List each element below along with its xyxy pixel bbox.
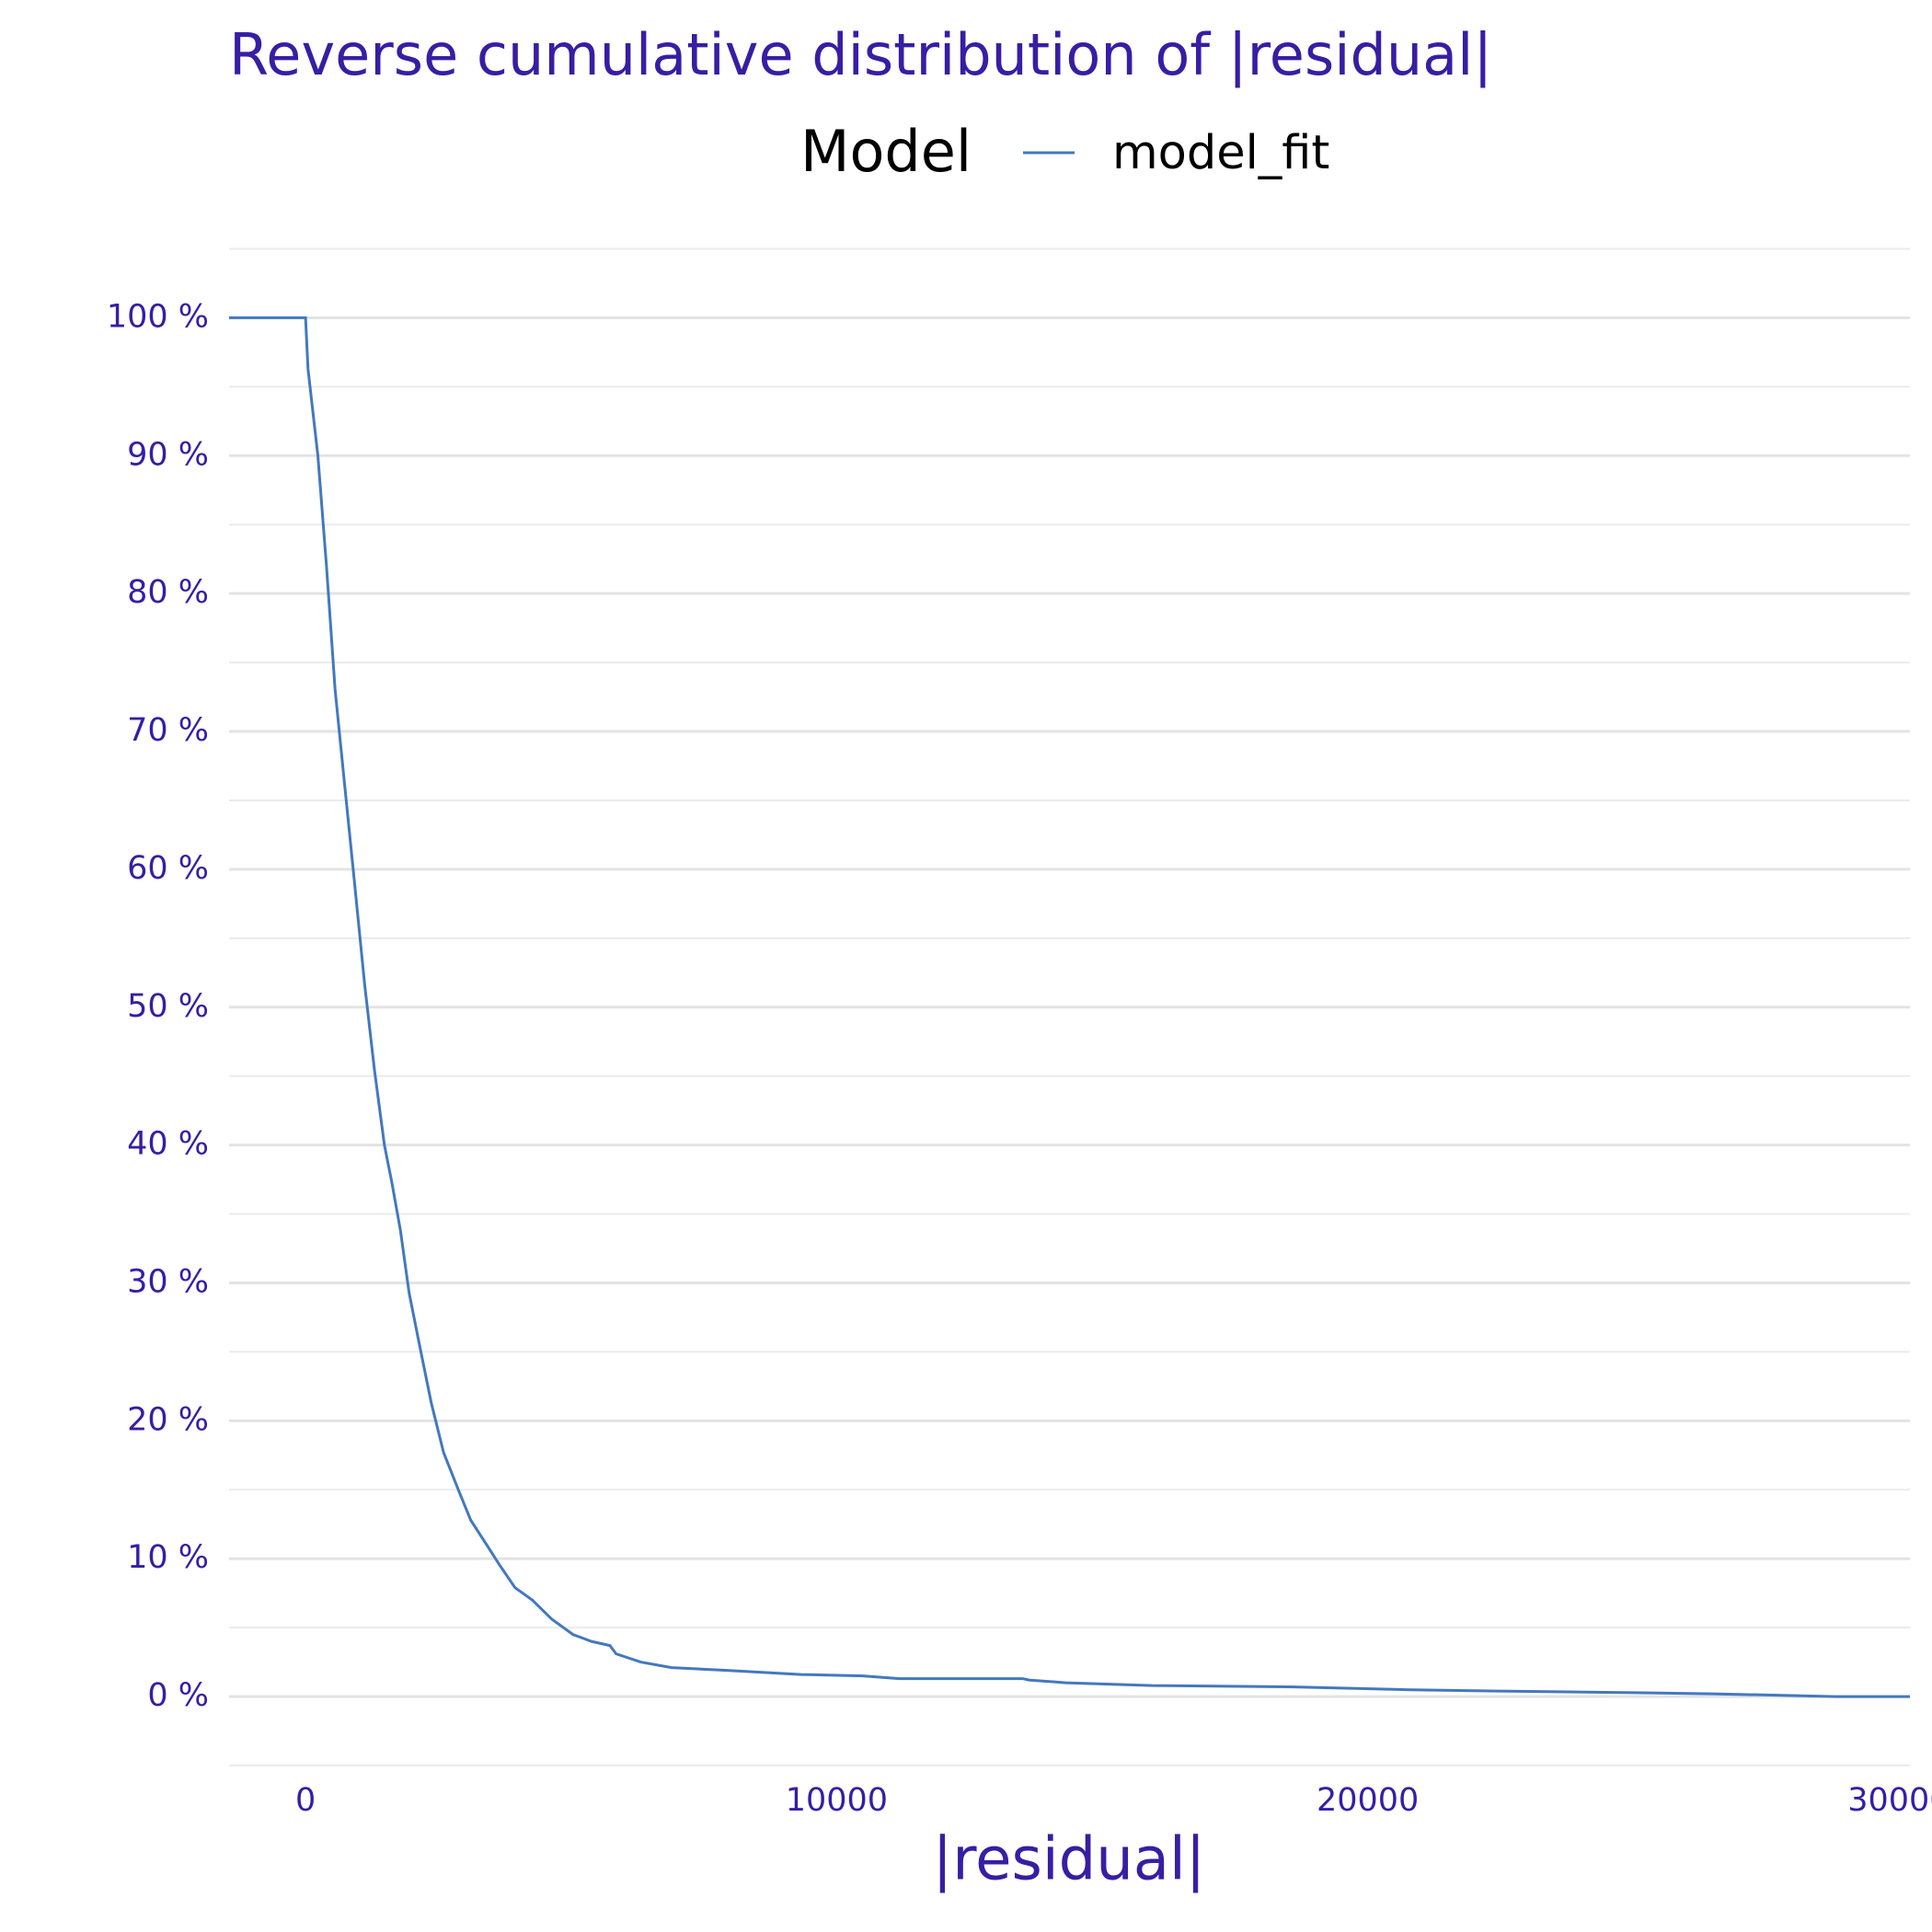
y-tick-label: 90 % <box>127 436 209 473</box>
y-tick-label: 40 % <box>127 1126 209 1163</box>
y-tick-label: 50 % <box>127 988 209 1025</box>
y-tick-label: 20 % <box>127 1401 209 1438</box>
legend-label: model_fit <box>1112 126 1329 180</box>
x-tick-label: 10000 <box>786 1782 888 1819</box>
x-axis-title: |residual| <box>933 1826 1206 1894</box>
x-tick-label: 0 <box>295 1782 316 1819</box>
y-tick-label: 80 % <box>127 574 209 611</box>
y-tick-label: 60 % <box>127 850 209 887</box>
y-tick-label: 0 % <box>147 1677 209 1714</box>
line <box>229 316 1910 1698</box>
x-tick-label: 30000 <box>1847 1782 1932 1819</box>
y-tick-label: 30 % <box>127 1263 209 1300</box>
y-tick-label: 70 % <box>127 712 209 749</box>
chart-title: Reverse cumulative distribution of |resi… <box>229 21 1492 89</box>
y-tick-label: 10 % <box>127 1539 209 1576</box>
legend-title: Model <box>800 118 972 185</box>
y-tick-label: 100 % <box>107 298 209 335</box>
x-tick-label: 20000 <box>1317 1782 1419 1819</box>
